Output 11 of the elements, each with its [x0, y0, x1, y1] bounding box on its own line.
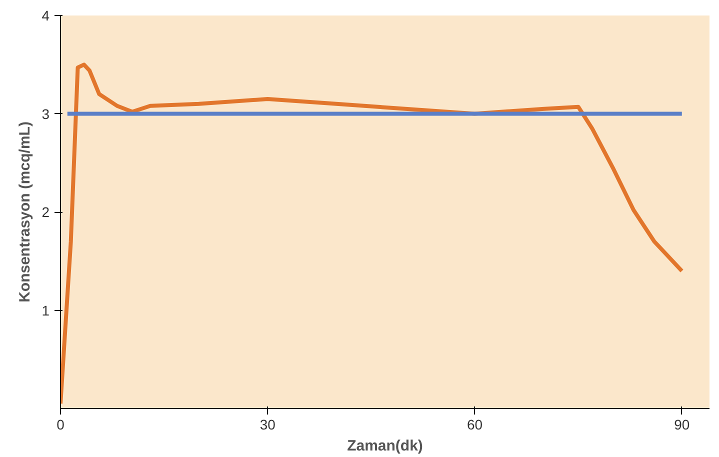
x-tick-label: 60 — [466, 416, 483, 432]
y-tick-label: 3 — [42, 106, 50, 122]
x-axis-title: Zaman(dk) — [347, 438, 423, 454]
y-tick-label: 1 — [42, 302, 50, 318]
y-tick-label: 4 — [42, 8, 50, 24]
y-axis-title: Konsentrasyon (mcq/mL) — [16, 122, 34, 302]
y-tick-label: 2 — [42, 204, 50, 220]
line-series — [60, 62, 684, 406]
x-tick-label: 90 — [674, 416, 690, 432]
x-tick-label: 0 — [56, 416, 65, 432]
x-tick-label: 30 — [260, 416, 276, 432]
